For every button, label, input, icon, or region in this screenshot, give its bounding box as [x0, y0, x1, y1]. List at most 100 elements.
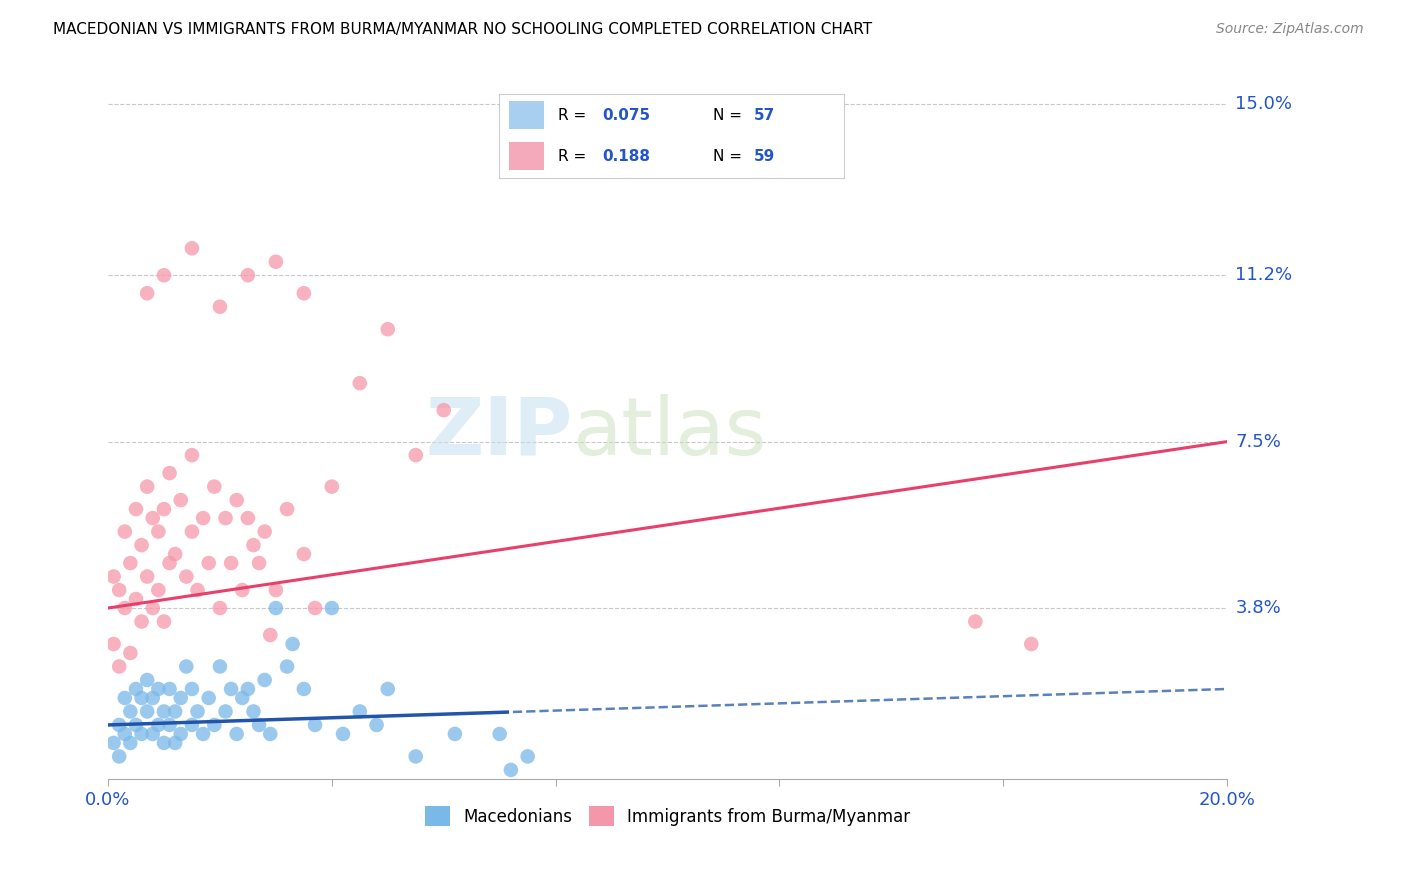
Point — [103, 736, 125, 750]
Point — [103, 637, 125, 651]
Point — [125, 681, 148, 696]
Text: 0.075: 0.075 — [603, 108, 651, 123]
Point — [131, 538, 153, 552]
Point — [136, 569, 159, 583]
Point — [253, 673, 276, 687]
Point — [236, 268, 259, 283]
Point — [120, 705, 142, 719]
Point — [181, 718, 204, 732]
Point — [292, 547, 315, 561]
Point — [236, 681, 259, 696]
Point — [292, 681, 315, 696]
Point — [281, 637, 304, 651]
Text: 59: 59 — [754, 149, 775, 164]
Text: R =: R = — [558, 149, 586, 164]
Point — [153, 615, 176, 629]
Legend: Macedonians, Immigrants from Burma/Myanmar: Macedonians, Immigrants from Burma/Myanm… — [418, 799, 917, 833]
Text: R =: R = — [558, 108, 586, 123]
Point — [208, 659, 231, 673]
Point — [965, 615, 987, 629]
Bar — [509, 142, 544, 169]
Point — [197, 690, 219, 705]
Point — [214, 705, 236, 719]
Point — [120, 556, 142, 570]
Text: 0.188: 0.188 — [603, 149, 651, 164]
Point — [170, 690, 193, 705]
Point — [231, 582, 253, 597]
Point — [321, 480, 343, 494]
Point — [131, 690, 153, 705]
Text: 7.5%: 7.5% — [1236, 433, 1281, 450]
Point — [405, 749, 427, 764]
Point — [159, 718, 181, 732]
Bar — [509, 102, 544, 129]
Point — [208, 601, 231, 615]
Point — [186, 582, 208, 597]
Point — [165, 547, 187, 561]
Text: MACEDONIAN VS IMMIGRANTS FROM BURMA/MYANMAR NO SCHOOLING COMPLETED CORRELATION C: MACEDONIAN VS IMMIGRANTS FROM BURMA/MYAN… — [53, 22, 873, 37]
Point — [108, 582, 131, 597]
Point — [292, 286, 315, 301]
Point — [276, 659, 298, 673]
Point — [142, 727, 165, 741]
Point — [136, 705, 159, 719]
Text: 3.8%: 3.8% — [1236, 599, 1281, 617]
Point — [153, 705, 176, 719]
Point — [181, 524, 204, 539]
Point — [148, 681, 170, 696]
Text: Source: ZipAtlas.com: Source: ZipAtlas.com — [1216, 22, 1364, 37]
Point — [242, 705, 264, 719]
Point — [159, 681, 181, 696]
Point — [242, 538, 264, 552]
Point — [332, 727, 354, 741]
Point — [202, 718, 225, 732]
Point — [219, 681, 242, 696]
Point — [148, 524, 170, 539]
Point — [159, 466, 181, 480]
Point — [433, 403, 456, 417]
Point — [170, 493, 193, 508]
Point — [304, 718, 326, 732]
Point — [114, 690, 136, 705]
Point — [214, 511, 236, 525]
Point — [259, 727, 281, 741]
Point — [208, 300, 231, 314]
Point — [181, 241, 204, 255]
Point — [142, 690, 165, 705]
Point — [253, 524, 276, 539]
Point — [131, 615, 153, 629]
Point — [108, 718, 131, 732]
Point — [276, 502, 298, 516]
Point — [142, 511, 165, 525]
Point — [349, 376, 371, 391]
Point — [191, 727, 214, 741]
Point — [349, 705, 371, 719]
Point — [108, 749, 131, 764]
Point — [148, 718, 170, 732]
Point — [153, 502, 176, 516]
Point — [264, 601, 287, 615]
Point — [186, 705, 208, 719]
Text: N =: N = — [713, 108, 742, 123]
Point — [181, 448, 204, 462]
Text: N =: N = — [713, 149, 742, 164]
Point — [236, 511, 259, 525]
Point — [304, 601, 326, 615]
Text: 15.0%: 15.0% — [1236, 95, 1292, 113]
Point — [516, 749, 538, 764]
Point — [321, 601, 343, 615]
Point — [259, 628, 281, 642]
Point — [120, 646, 142, 660]
Point — [165, 705, 187, 719]
Point — [120, 736, 142, 750]
Point — [125, 718, 148, 732]
Point — [202, 480, 225, 494]
Point — [444, 727, 467, 741]
Text: ZIP: ZIP — [425, 393, 572, 472]
Point — [219, 556, 242, 570]
Point — [108, 659, 131, 673]
Point — [125, 592, 148, 607]
Point — [247, 556, 270, 570]
Point — [131, 727, 153, 741]
Point — [170, 727, 193, 741]
